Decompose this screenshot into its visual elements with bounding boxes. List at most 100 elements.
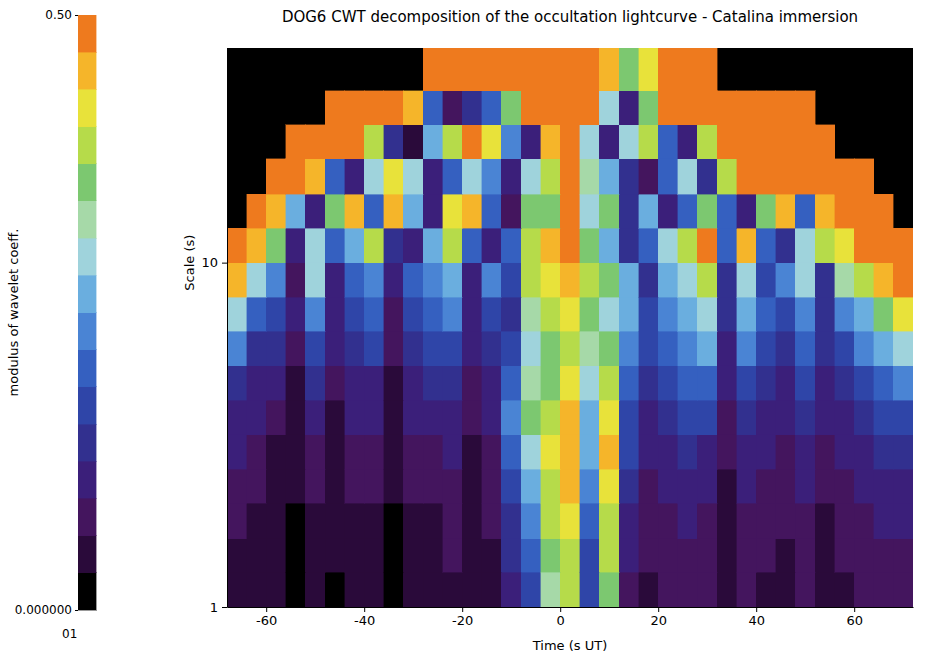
heatmap-cell [286,159,306,194]
heatmap-cell [560,263,580,297]
x-tick: 0 [557,607,565,628]
heatmap-cell [521,331,541,366]
heatmap-cell [815,400,835,435]
heatmap-cell [776,228,796,263]
heatmap-cell [639,228,659,263]
heatmap-cell [305,572,325,607]
heatmap-cell [717,366,737,400]
heatmap-cell [658,366,678,400]
heatmap-cell [737,366,757,400]
heatmap-cell [697,228,717,263]
heatmap-cell [560,469,580,503]
heatmap-cell [639,400,659,435]
heatmap-cell [247,366,267,400]
heatmap-cell [541,48,561,91]
heatmap-cell [815,297,835,331]
heatmap-cell [580,194,600,228]
heatmap-cell [541,572,561,607]
heatmap-cell [501,539,521,573]
heatmap-cell [717,572,737,607]
heatmap-cell [560,194,580,228]
colorbar-extra-label: 01 [62,627,77,641]
heatmap-cell [247,572,267,607]
heatmap-cell [835,539,855,573]
heatmap-cell [482,228,502,263]
heatmap-cell [462,331,482,366]
heatmap-cell [560,159,580,194]
heatmap-cell [835,297,855,331]
heatmap-cell [795,331,815,366]
heatmap-cell [423,435,443,469]
heatmap-cell [364,572,384,607]
heatmap-cell [462,263,482,297]
x-tick-mark [854,607,855,612]
heatmap-cell [521,125,541,159]
heatmap-cell [697,366,717,400]
x-tick-mark [658,607,659,612]
colorbar-band [78,536,96,573]
heatmap-cell [854,469,874,503]
x-tick: 40 [748,607,765,628]
heatmap-cell [678,194,698,228]
heatmap-cell [443,91,463,125]
heatmap-cell [678,228,698,263]
heatmap-cell [893,539,913,573]
heatmap-cell [599,572,619,607]
heatmap-cell [305,400,325,435]
heatmap-cell [835,331,855,366]
heatmap-cell [384,263,404,297]
heatmap-cell [580,539,600,573]
heatmap-cell [815,572,835,607]
heatmap-cell [384,469,404,503]
heatmap-cell [756,539,776,573]
chart-container: -60-40-200204060110DOG6 CWT decompositio… [0,0,939,658]
heatmap-cell [835,503,855,538]
heatmap-cell [599,159,619,194]
heatmap-cell [286,400,306,435]
heatmap-cell [854,366,874,400]
x-tick-label: 60 [846,613,863,628]
heatmap-cell [776,435,796,469]
heatmap-cell [482,331,502,366]
heatmap-cell [580,297,600,331]
heatmap-cell [443,331,463,366]
heatmap-cell [345,297,365,331]
heatmap-cell [403,366,423,400]
heatmap-cell [697,194,717,228]
heatmap-cell [619,297,639,331]
heatmap-cell [325,297,345,331]
heatmap-cell [462,159,482,194]
heatmap-cell [560,503,580,538]
heatmap-cell [697,159,717,194]
heatmap-cell [345,400,365,435]
colorbar-band [78,201,96,238]
heatmap-cell [737,263,757,297]
heatmap-cell [227,469,247,503]
heatmap-cell [619,366,639,400]
heatmap-cell [639,366,659,400]
colorbar-axis: 0.0000000.50 [15,8,79,617]
heatmap-cell [678,469,698,503]
heatmap-cell [678,159,698,194]
heatmap-cell [874,263,894,297]
heatmap-cell [501,297,521,331]
heatmap-cell [423,125,443,159]
heatmap-cell [384,400,404,435]
heatmap-cell [462,435,482,469]
heatmap-cell [286,539,306,573]
heatmap-cell [266,435,286,469]
x-axis: -60-40-200204060 [228,607,914,628]
heatmap-cell [599,125,619,159]
heatmap-cell [462,469,482,503]
heatmap-cell [286,297,306,331]
heatmap-cell [521,572,541,607]
heatmap-cell [247,400,267,435]
heatmap-cell [815,366,835,400]
x-tick: -60 [256,607,277,628]
heatmap-cell [286,366,306,400]
heatmap-cell [697,91,717,125]
heatmap-cell [423,228,443,263]
heatmap-cell [345,572,365,607]
heatmap-cell [462,125,482,159]
heatmap-cell [325,503,345,538]
